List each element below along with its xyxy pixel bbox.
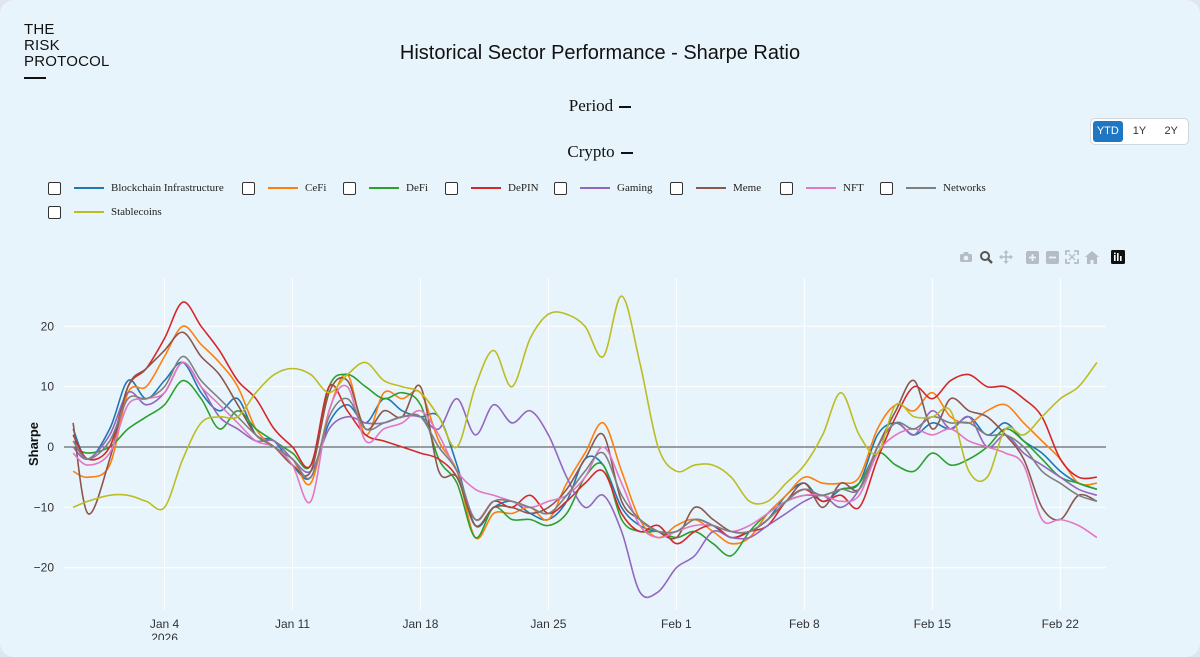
series-line	[72, 361, 1098, 539]
legend-item[interactable]: Meme	[670, 180, 761, 196]
legend-item[interactable]: NFT	[780, 180, 864, 196]
legend-item[interactable]: Blockchain Infrastructure	[48, 180, 224, 196]
home-icon[interactable]	[1084, 249, 1100, 265]
series-line	[72, 301, 1097, 545]
logo-line: PROTOCOL	[24, 53, 110, 70]
legend-checkbox[interactable]	[780, 181, 793, 195]
legend-swatch	[74, 187, 104, 189]
x-tick-label: Jan 11	[275, 617, 310, 631]
range-button-2y[interactable]: 2Y	[1164, 125, 1178, 137]
series-line	[72, 355, 1098, 534]
period-dropdown-icon[interactable]	[619, 106, 632, 109]
logo-underline	[24, 77, 46, 79]
range-selector: YTD 1Y 2Y	[1090, 118, 1189, 145]
y-tick-label: −20	[34, 561, 55, 575]
legend-label: Networks	[943, 182, 986, 194]
x-tick-label: Feb 15	[914, 617, 952, 631]
legend-swatch	[268, 187, 298, 189]
y-tick-label: 0	[47, 440, 54, 454]
legend-checkbox[interactable]	[48, 181, 61, 195]
series-line	[72, 373, 1098, 557]
legend-item[interactable]: Gaming	[554, 180, 652, 196]
y-tick-label: 20	[41, 319, 55, 333]
legend-checkbox[interactable]	[880, 181, 893, 195]
legend-swatch	[74, 211, 104, 213]
y-axis-title: Sharpe	[26, 422, 41, 466]
series-line	[72, 331, 1098, 540]
legend-checkbox[interactable]	[670, 181, 683, 195]
legend-label: Stablecoins	[111, 206, 162, 218]
logo-line: RISK	[24, 37, 60, 54]
legend-item[interactable]: DePIN	[445, 180, 539, 196]
legend-swatch	[696, 187, 726, 189]
legend-checkbox[interactable]	[343, 181, 356, 195]
crypto-dropdown-icon[interactable]	[620, 152, 633, 155]
x-tick-label: Feb 1	[661, 617, 692, 631]
zoom-icon[interactable]	[978, 249, 994, 265]
period-selector[interactable]: Period	[0, 96, 1200, 116]
x-tick-label: Feb 8	[789, 617, 820, 631]
period-label: Period	[568, 96, 614, 115]
x-tick-label: Jan 4	[150, 617, 180, 631]
y-tick-label: −10	[34, 500, 55, 514]
legend-item[interactable]: Networks	[880, 180, 986, 196]
legend-checkbox[interactable]	[445, 181, 458, 195]
legend-label: Meme	[733, 182, 762, 194]
x-tick-label: Feb 22	[1042, 617, 1080, 631]
legend-item[interactable]: DeFi	[343, 180, 428, 196]
series-line	[72, 361, 1098, 599]
logo: THE RISK PROTOCOL	[24, 22, 110, 79]
legend-label: DePIN	[508, 182, 539, 194]
x-tick-sublabel: 2026	[151, 631, 178, 640]
y-tick-label: 10	[41, 380, 55, 394]
legend-item[interactable]: CeFi	[242, 180, 326, 196]
range-button-1y[interactable]: 1Y	[1132, 125, 1147, 137]
modebar	[958, 249, 1130, 265]
legend-swatch	[806, 187, 836, 189]
range-button-ytd[interactable]: YTD	[1093, 121, 1123, 142]
legend-label: CeFi	[305, 182, 327, 194]
crypto-selector[interactable]: Crypto	[0, 142, 1200, 162]
series-line	[72, 295, 1098, 511]
chart-title: Historical Sector Performance - Sharpe R…	[399, 42, 801, 64]
legend-checkbox[interactable]	[48, 205, 61, 219]
plotly-logo-icon[interactable]	[1110, 249, 1126, 265]
legend-checkbox[interactable]	[554, 181, 567, 195]
legend-swatch	[580, 187, 610, 189]
zoom-in-icon[interactable]	[1024, 249, 1040, 265]
legend-label: Blockchain Infrastructure	[111, 182, 224, 194]
legend-item[interactable]: Stablecoins	[48, 204, 162, 220]
legend-checkbox[interactable]	[242, 181, 255, 195]
x-tick-label: Jan 25	[530, 617, 566, 631]
series-line	[72, 325, 1097, 545]
pan-icon[interactable]	[998, 249, 1014, 265]
autoscale-icon[interactable]	[1064, 249, 1080, 265]
legend-label: Gaming	[617, 182, 653, 194]
legend-swatch	[471, 187, 501, 189]
legend-label: NFT	[843, 182, 864, 194]
legend-swatch	[906, 187, 936, 189]
crypto-label: Crypto	[567, 142, 615, 161]
zoom-out-icon[interactable]	[1044, 249, 1060, 265]
camera-icon[interactable]	[958, 249, 974, 265]
x-tick-label: Jan 18	[402, 617, 438, 631]
legend-swatch	[369, 187, 399, 189]
legend-label: DeFi	[406, 182, 428, 194]
logo-line: THE	[24, 21, 55, 38]
